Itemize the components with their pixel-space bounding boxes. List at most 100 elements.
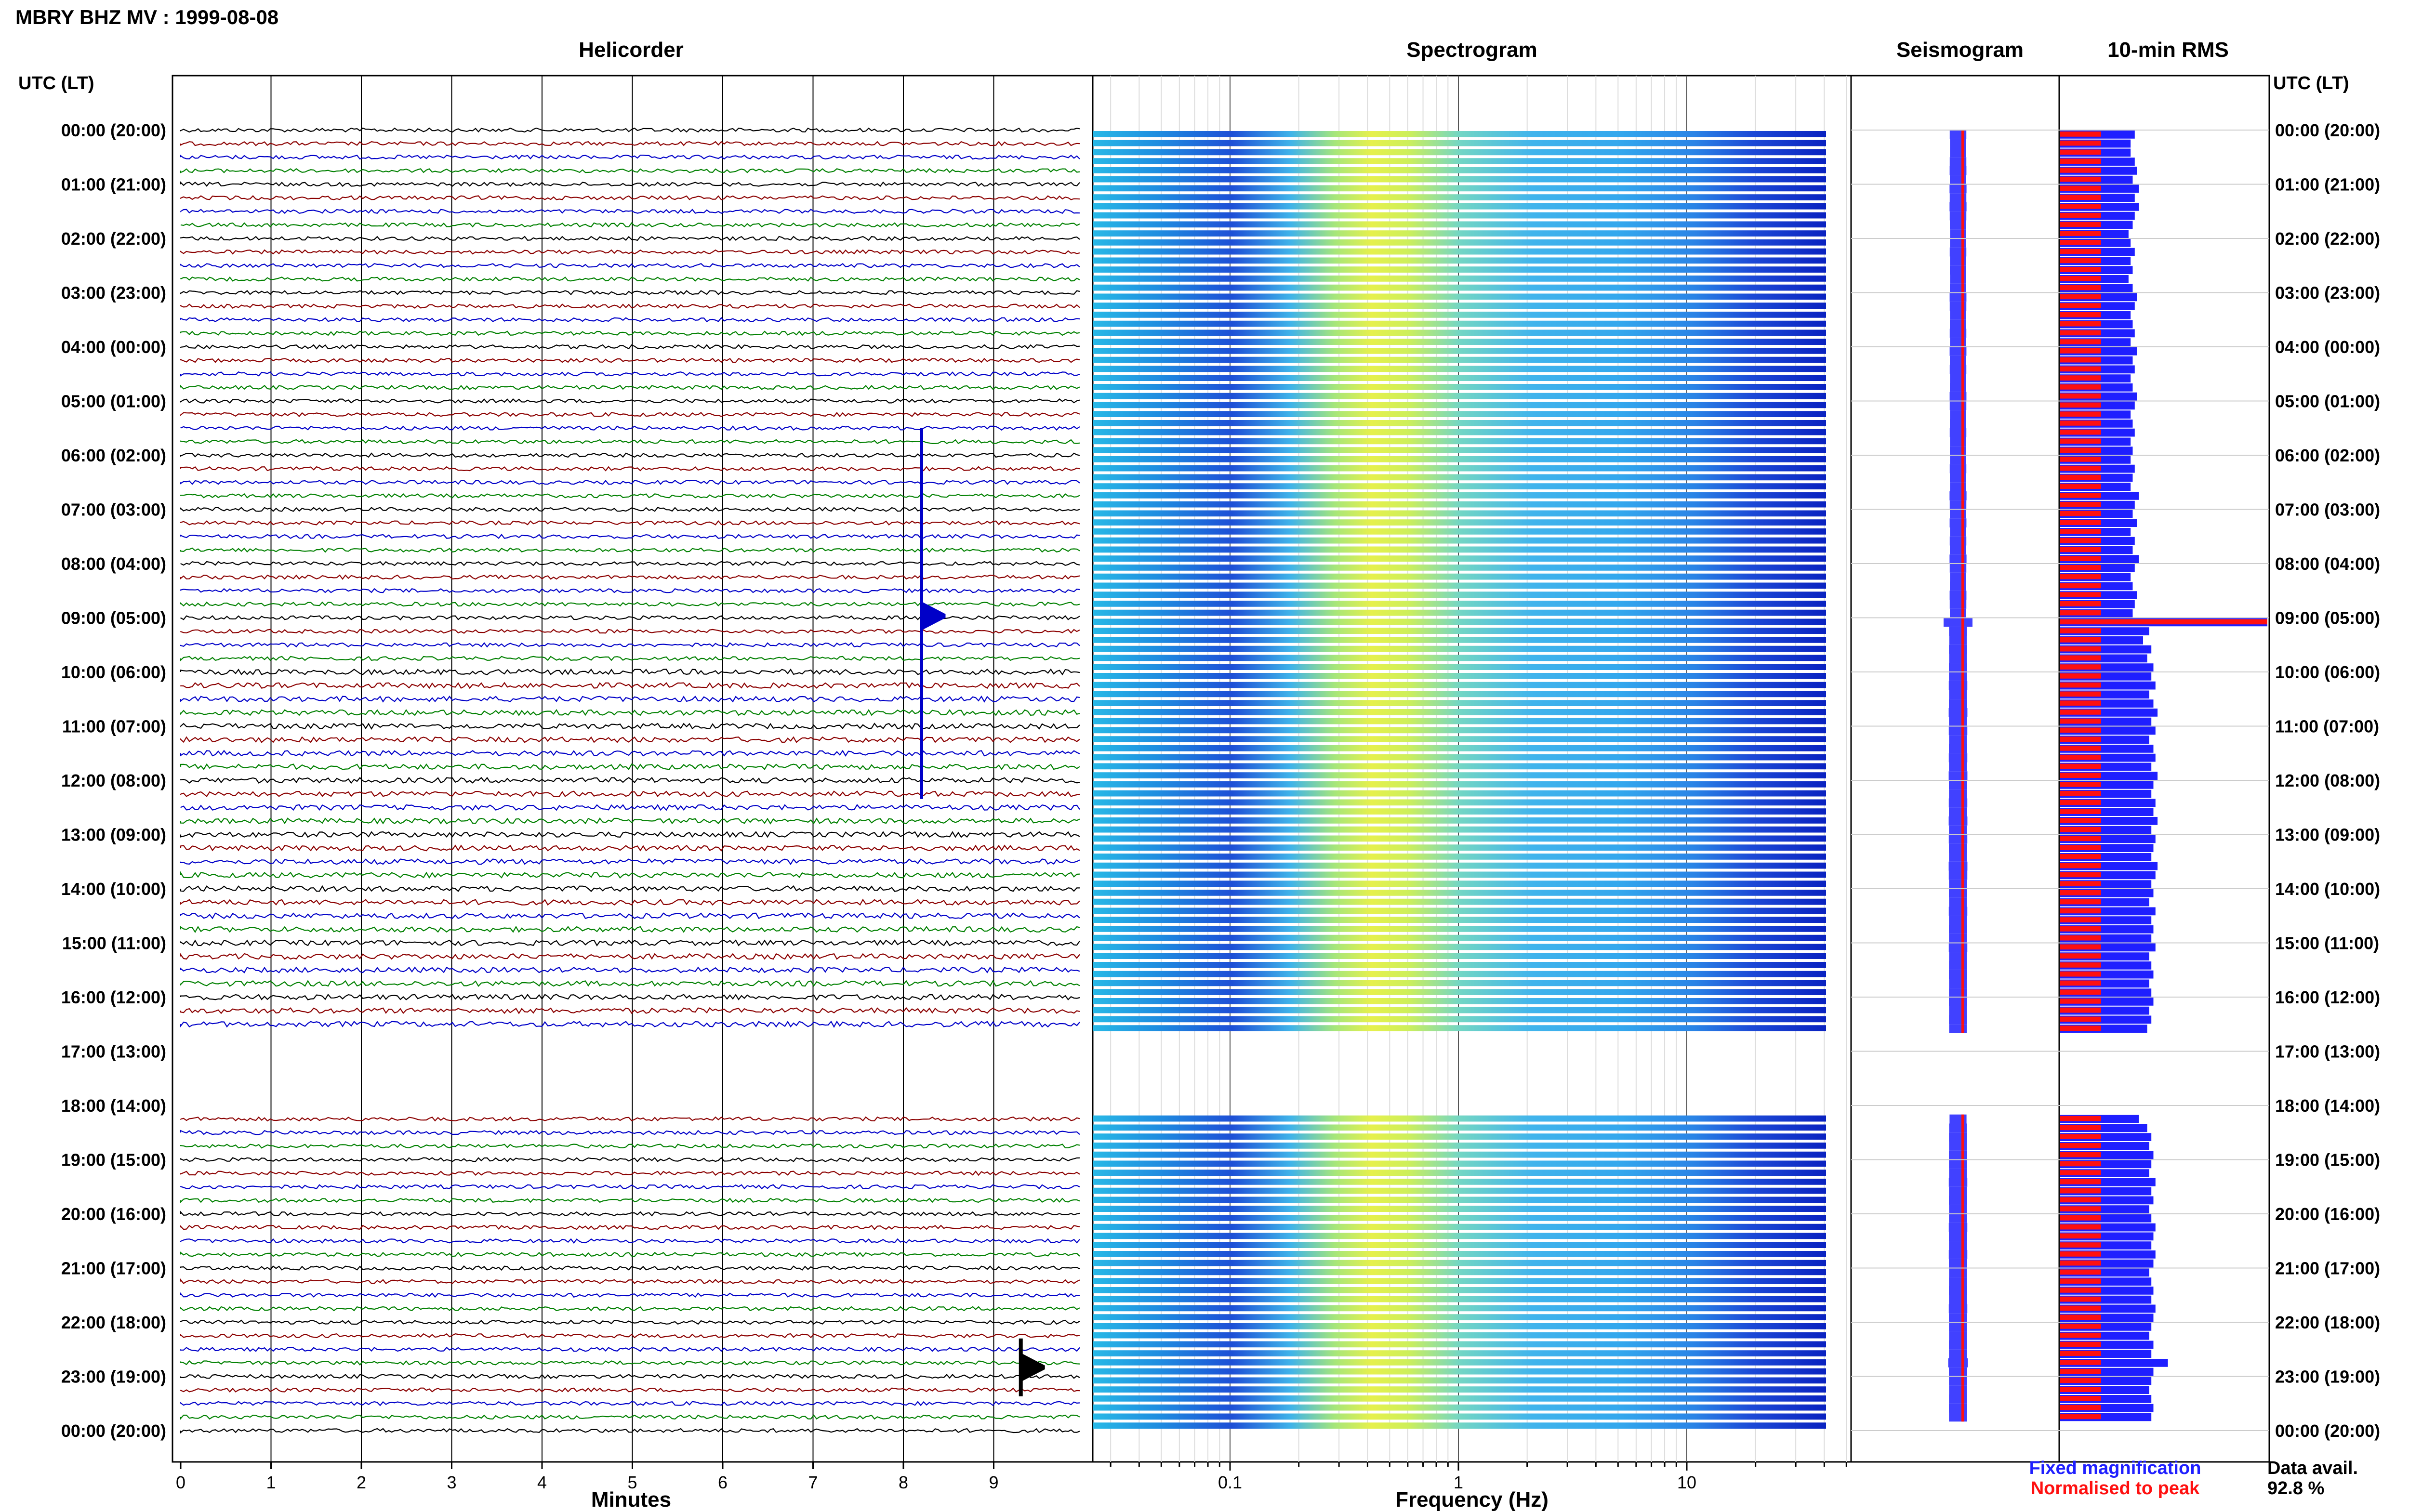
seismogram-band xyxy=(1949,780,1967,789)
seismogram-band xyxy=(1949,853,1967,862)
minute-tick-label: 2 xyxy=(357,1473,366,1492)
rms-normalised-bar xyxy=(2060,619,2267,625)
hour-label-right: 14:00 (10:00) xyxy=(2275,879,2380,899)
hour-label-right: 20:00 (16:00) xyxy=(2275,1204,2380,1224)
minute-tick-label: 6 xyxy=(718,1473,728,1492)
helicorder-trace-line xyxy=(180,534,1080,539)
spectrogram-panel: 0.1 1 10 Frequency (Hz) xyxy=(1092,75,1852,1512)
seismogram-band xyxy=(1948,726,1968,736)
rms-normalised-bar xyxy=(2060,1278,2101,1284)
seismogram-band xyxy=(1949,1376,1967,1386)
helicorder-trace-line xyxy=(180,1210,1080,1217)
spectrogram-row xyxy=(1093,1395,1826,1402)
seismogram-band xyxy=(1949,1403,1967,1413)
spectrogram-row xyxy=(1093,655,1826,661)
rms-normalised-bar xyxy=(2060,168,2101,173)
spectrogram-row xyxy=(1093,1269,1826,1275)
rms-normalised-bar xyxy=(2060,231,2101,236)
helicorder-trace-line xyxy=(180,493,1080,499)
rms-normalised-bar xyxy=(2060,935,2101,941)
helicorder-trace-line xyxy=(180,507,1080,512)
seismogram-band xyxy=(1949,970,1967,979)
hour-label-left: 23:00 (19:00) xyxy=(61,1367,166,1387)
rms-title: 10-min RMS xyxy=(2107,38,2229,62)
rms-normalised-bar xyxy=(2060,1296,2101,1302)
seismogram-band xyxy=(1948,861,1968,871)
helicorder-trace-line xyxy=(180,1238,1080,1244)
spectrogram-row xyxy=(1093,962,1826,968)
seismogram-band xyxy=(1949,735,1967,744)
seismogram-band xyxy=(1949,961,1967,970)
rms-normalised-bar xyxy=(2060,267,2101,272)
spectrogram-row xyxy=(1093,926,1826,932)
legend-fixed: Fixed magnification xyxy=(2029,1458,2201,1478)
seismogram-title: Seismogram xyxy=(1896,38,2024,62)
spectrogram-rows xyxy=(1093,131,1826,1429)
rms-normalised-bar xyxy=(2060,827,2101,832)
seismogram-band xyxy=(1949,1313,1967,1322)
seismogram-band xyxy=(1949,1196,1967,1205)
rms-normalised-bar xyxy=(2060,1116,2101,1121)
helicorder-trace-line xyxy=(180,939,1080,947)
rms-normalised-bar xyxy=(2060,1134,2101,1139)
spectrogram-row xyxy=(1093,1160,1826,1167)
seismogram-band xyxy=(1949,1186,1967,1196)
hour-label-right: 00:00 (20:00) xyxy=(2275,120,2380,140)
spectrogram-row xyxy=(1093,1332,1826,1339)
seismogram-band xyxy=(1948,708,1968,717)
spectrogram-row xyxy=(1093,1242,1826,1248)
hour-label-left: 02:00 (22:00) xyxy=(61,229,166,249)
rms-normalised-bar xyxy=(2060,1224,2101,1230)
seismogram-band xyxy=(1949,880,1967,889)
helicorder-trace-line xyxy=(180,790,1080,798)
rms-normalised-bar xyxy=(2060,501,2101,507)
spectrogram-row xyxy=(1093,276,1826,282)
frequency-ticks: 0.1 1 10 xyxy=(1110,1462,1847,1492)
rms-normalised-bar xyxy=(2060,592,2101,597)
spectrogram-row xyxy=(1093,393,1826,399)
helicorder-trace-line xyxy=(180,966,1080,973)
helicorder-trace-line xyxy=(180,1265,1080,1271)
spectrogram-row xyxy=(1093,989,1826,995)
rms-normalised-bar xyxy=(2060,1016,2101,1022)
hour-label-left: 03:00 (23:00) xyxy=(61,283,166,303)
frequency-tick-label: 10 xyxy=(1677,1473,1696,1492)
helicorder-trace-line xyxy=(180,195,1080,200)
spectrogram-row xyxy=(1093,1007,1826,1013)
hour-label-right: 16:00 (12:00) xyxy=(2275,987,2380,1007)
rms-normalised-bar xyxy=(2060,1161,2101,1167)
rms-normalised-bar xyxy=(2060,773,2101,778)
seismogram-band xyxy=(1949,916,1967,925)
helicorder-trace-line xyxy=(180,629,1080,634)
rms-normalised-bar xyxy=(2060,610,2101,616)
helicorder-trace-line xyxy=(180,236,1080,241)
hour-label-right: 07:00 (03:00) xyxy=(2275,500,2380,520)
spectrogram-row xyxy=(1093,826,1826,833)
helicorder-trace-line xyxy=(180,209,1080,214)
spectrogram-row xyxy=(1093,248,1826,255)
hour-label-right: 15:00 (11:00) xyxy=(2275,933,2379,953)
spectrogram-row xyxy=(1093,366,1826,372)
spectrogram-row xyxy=(1093,898,1826,905)
hour-label-right: 23:00 (19:00) xyxy=(2275,1367,2380,1387)
spectrogram-row xyxy=(1093,293,1826,300)
rms-normalised-bar xyxy=(2060,1188,2101,1194)
seismogram-band xyxy=(1949,933,1967,943)
seismogram-band xyxy=(1949,1268,1967,1277)
seismogram-band xyxy=(1949,1142,1967,1151)
seismogram-band xyxy=(1948,1178,1968,1187)
spectrogram-row xyxy=(1093,763,1826,770)
rms-panel xyxy=(2058,75,2270,1463)
rms-normalised-bar xyxy=(2060,1351,2101,1356)
spectrogram-row xyxy=(1093,817,1826,824)
spectrogram-row xyxy=(1093,1422,1826,1429)
rms-normalised-bar xyxy=(2060,366,2101,372)
spectrogram-row xyxy=(1093,1025,1826,1031)
helicorder-trace-line xyxy=(180,1251,1080,1258)
spectrogram-row xyxy=(1093,212,1826,219)
spectrogram-row xyxy=(1093,754,1826,761)
helicorder-trace-line xyxy=(180,831,1080,838)
helicorder-trace-line xyxy=(180,1292,1080,1298)
rms-normalised-bar xyxy=(2060,176,2101,182)
rms-normalised-bar xyxy=(2060,1152,2101,1157)
